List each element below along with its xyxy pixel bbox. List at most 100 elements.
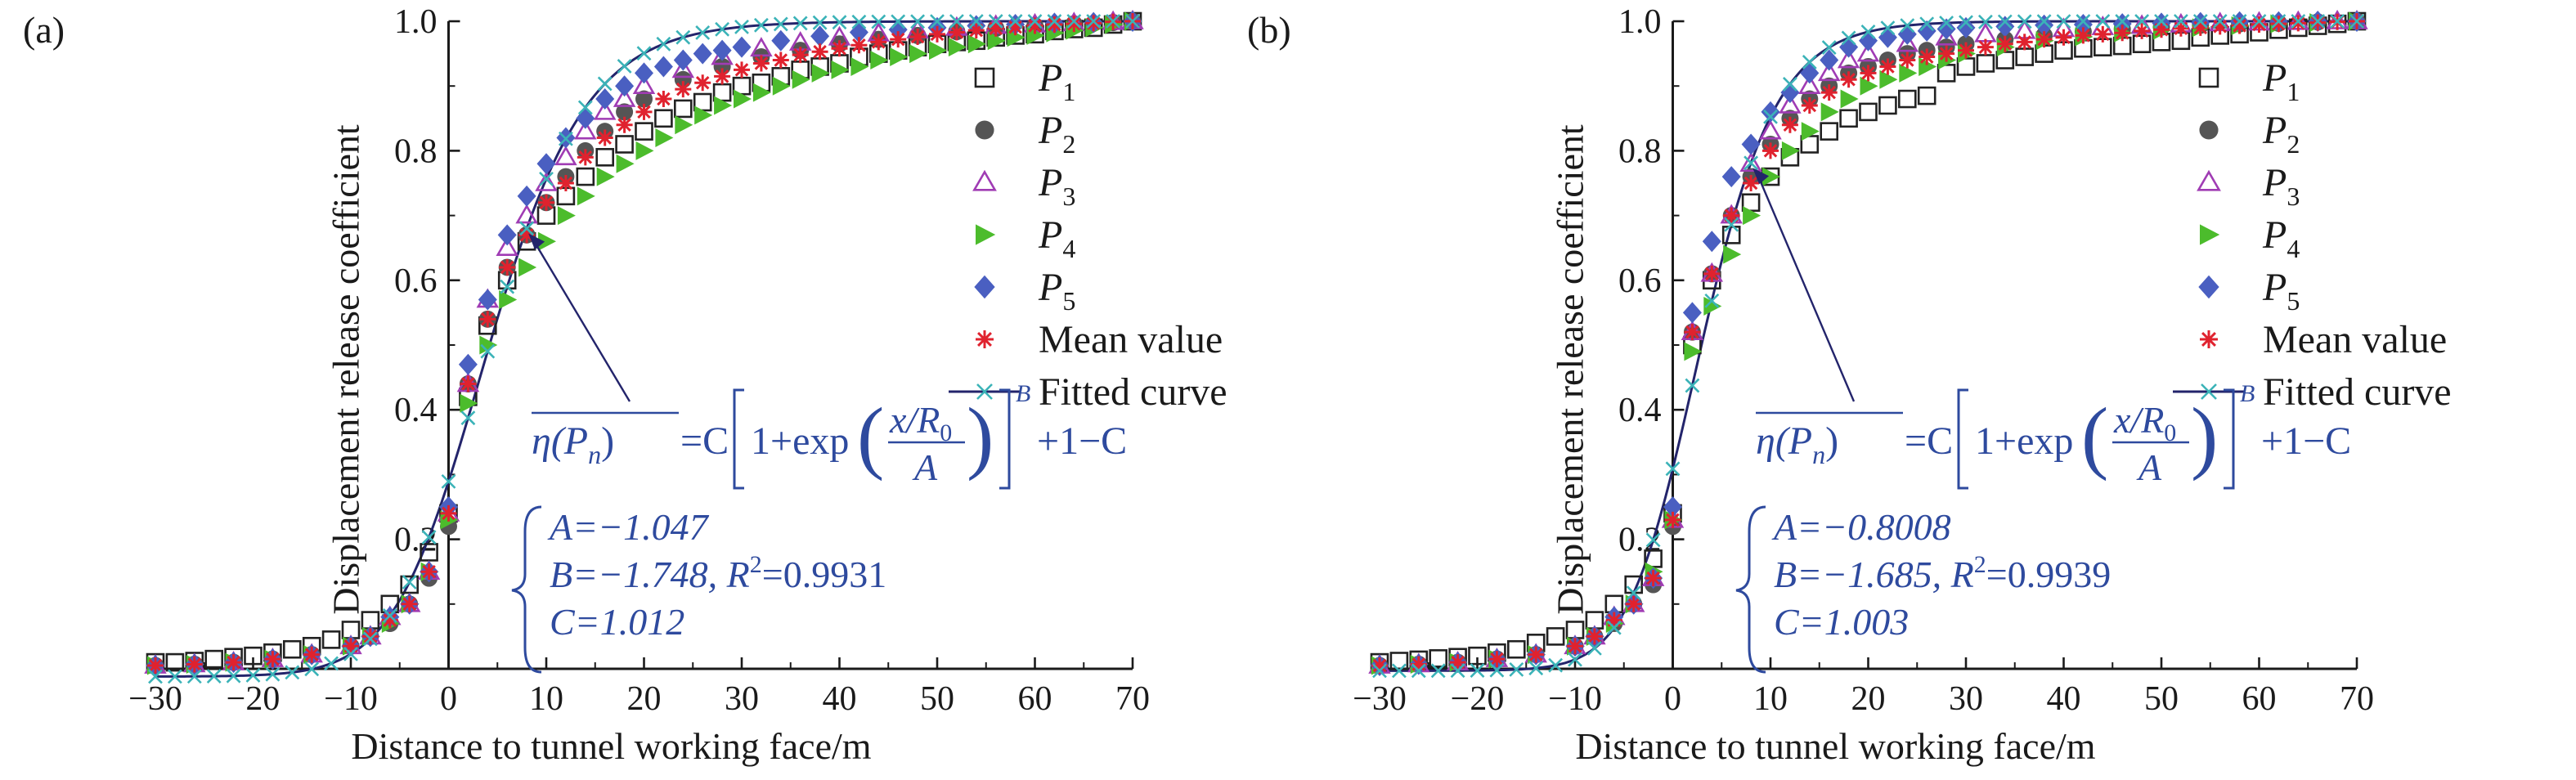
param-r2-sup: 2 (1974, 551, 1986, 578)
legend-marker (2201, 383, 2217, 400)
parameter-brace (511, 505, 542, 674)
data-point (771, 29, 791, 52)
formula-right-paren: ) (967, 391, 994, 482)
data-point (576, 167, 595, 186)
data-point (147, 657, 164, 675)
fitted-curve-marker (1606, 620, 1622, 635)
fitted-curve-marker (1744, 155, 1759, 171)
fitted-curve-marker (1509, 661, 1524, 677)
data-point (1919, 48, 1936, 65)
legend-label: P3 (2262, 161, 2300, 211)
data-point (595, 148, 615, 167)
param-a: A=−0.8008 (1771, 506, 1951, 548)
data-point (1723, 244, 1742, 264)
data-point (1684, 324, 1701, 341)
fitted-curve-marker (421, 530, 437, 545)
data-point (714, 96, 733, 115)
fitted-curve-marker (1372, 663, 1387, 679)
x-tick-label: −30 (128, 680, 182, 718)
data-point (460, 393, 478, 413)
formula-left-bracket (1957, 388, 1968, 490)
fitted-curve-marker (1430, 663, 1446, 679)
data-point (714, 68, 731, 85)
fitted-curve-marker (558, 131, 573, 146)
data-point (497, 224, 517, 246)
x-tick-label: 50 (920, 680, 954, 718)
fitted-curve-marker (382, 607, 397, 623)
data-point (734, 89, 752, 109)
fitted-curve-marker (851, 14, 867, 29)
data-point (538, 231, 556, 251)
data-point (303, 646, 321, 663)
data-point (2094, 25, 2112, 43)
fitted-curve-marker (1665, 461, 1681, 477)
data-point (1723, 207, 1740, 224)
legend-marker (976, 224, 996, 245)
data-point (675, 115, 693, 135)
param-r2-value: =0.9931 (762, 554, 886, 595)
data-point (1410, 656, 1427, 673)
fitted-curve-marker (1977, 14, 1993, 29)
fitted-curve-marker (597, 76, 613, 92)
formula-frac-den: A (2136, 446, 2162, 488)
legend-label: P1 (2262, 56, 2300, 106)
x-tick-label: −20 (227, 680, 280, 718)
data-point (693, 43, 712, 65)
data-point (1860, 76, 1878, 96)
data-point (1682, 302, 1702, 324)
data-point (2016, 34, 2033, 51)
data-point (186, 656, 203, 673)
data-point (1743, 206, 1761, 226)
data-point (574, 119, 597, 140)
data-point (1703, 296, 1722, 316)
data-point (635, 62, 653, 84)
x-tick-label: −10 (1548, 680, 1602, 718)
formula-power: B (1016, 380, 1030, 407)
fitted-curve-marker (2251, 14, 2267, 29)
fitted-curve-marker (2232, 14, 2247, 29)
data-point (811, 63, 830, 83)
formula-lhs: η(Pn) (1756, 419, 1838, 469)
fitted-curve-marker (949, 14, 964, 29)
data-point (1684, 342, 1703, 361)
x-tick-label: −10 (324, 680, 378, 718)
legend-label: P4 (1038, 213, 1075, 263)
data-point (671, 58, 695, 78)
data-point (635, 103, 653, 120)
fitted-curve-marker (402, 575, 417, 589)
data-point (635, 141, 654, 160)
x-tick-label: 30 (725, 680, 759, 718)
x-axis-label: Distance to tunnel working face/m (351, 725, 871, 767)
legend-marker (2198, 275, 2219, 299)
data-point (890, 31, 907, 48)
data-point (948, 24, 965, 41)
data-point (593, 100, 617, 120)
fitted-curve-marker (1939, 16, 1954, 30)
data-point (909, 44, 928, 64)
data-point (673, 49, 693, 71)
fitted-curve-marker (2330, 14, 2345, 29)
fitted-curve-marker (167, 669, 182, 684)
data-point (1840, 89, 1859, 109)
x-tick-label: −30 (1353, 680, 1407, 718)
data-point (2134, 22, 2151, 39)
x-tick-label: 10 (529, 680, 563, 718)
data-point (1938, 45, 1955, 62)
data-point (1917, 86, 1936, 105)
data-point (890, 47, 909, 67)
data-point (1859, 102, 1878, 122)
data-point (2270, 16, 2287, 33)
fitted-curve-marker (675, 29, 691, 45)
formula-frac-den: A (912, 446, 938, 488)
data-point (1935, 25, 1958, 46)
fitted-curve-marker (2173, 14, 2188, 29)
formula-eq: =C (680, 419, 729, 463)
data-point (282, 639, 302, 659)
fitted-curve-marker (636, 46, 652, 61)
data-point (2153, 21, 2170, 38)
data-point (655, 128, 674, 148)
formula-frac-num: x/R0 (889, 399, 952, 446)
data-point (595, 88, 615, 110)
data-point (734, 61, 750, 78)
data-point (1743, 175, 1760, 191)
